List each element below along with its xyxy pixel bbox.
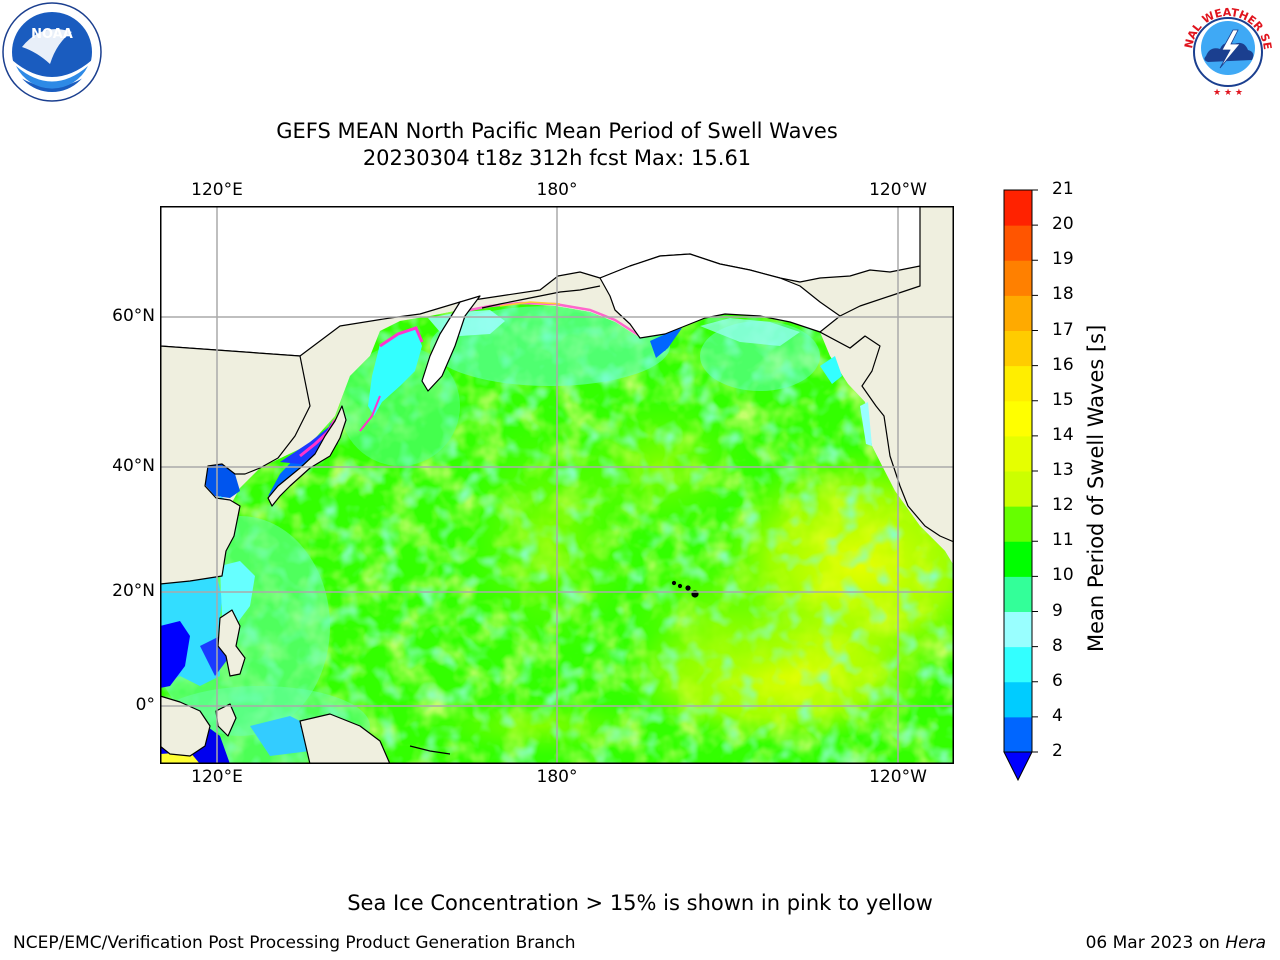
colorbar-swatch-2 xyxy=(1004,716,1032,753)
top-tick-180: 180° xyxy=(536,180,578,200)
colorbar-swatch-19 xyxy=(1004,225,1032,261)
colorbar-tick-label: 13 xyxy=(1052,460,1074,480)
noaa-logo: NOAA xyxy=(2,2,102,102)
new-guinea xyxy=(299,713,391,764)
colorbar-tick-label: 9 xyxy=(1052,600,1063,621)
footer-host: Hera xyxy=(1225,933,1266,953)
left-tick-20n: 20°N xyxy=(112,581,155,601)
colorbar-label: Mean Period of Swell Waves [s] xyxy=(1084,324,1108,652)
left-tick-60n: 60°N xyxy=(112,306,155,326)
colorbar-swatch-6 xyxy=(1004,646,1032,683)
colorbar-tick-label: 20 xyxy=(1052,214,1074,235)
colorbar-tick-label: 14 xyxy=(1052,424,1074,445)
noaa-logo-text: NOAA xyxy=(31,27,73,42)
colorbar-swatch-15 xyxy=(1004,365,1032,402)
japan xyxy=(267,405,347,507)
colorbar-swatch-17 xyxy=(1004,295,1032,331)
sea-of-okhotsk xyxy=(368,328,422,416)
colorbar-tick-label: 19 xyxy=(1052,249,1074,270)
north-america xyxy=(819,206,954,543)
colorbar-tick-label: 18 xyxy=(1052,284,1074,305)
indonesia xyxy=(160,695,211,757)
footer-left: NCEP/EMC/Verification Post Processing Pr… xyxy=(13,933,576,953)
kamchatka xyxy=(421,295,481,392)
colorbar-tick-label: 2 xyxy=(1052,741,1063,761)
colorbar-tick-label: 10 xyxy=(1052,565,1074,586)
bottom-tick-120w: 120°W xyxy=(869,767,927,787)
map-canvas xyxy=(160,206,954,764)
colorbar xyxy=(1000,186,1040,786)
colorbar-swatch-16 xyxy=(1004,330,1032,367)
philippines xyxy=(217,609,246,677)
footer-right: 06 Mar 2023 on Hera xyxy=(1086,933,1266,953)
sea-ice-note: Sea Ice Concentration > 15% is shown in … xyxy=(347,891,933,915)
colorbar-swatch-14 xyxy=(1004,400,1032,437)
colorbar-swatch-13 xyxy=(1004,435,1032,472)
east-china-sea xyxy=(200,464,240,498)
colorbar-tick-label: 11 xyxy=(1052,530,1074,551)
nws-logo: NATIONAL WEATHER SERVICE ★ ★ ★ xyxy=(1173,0,1278,102)
colorbar-tick-label: 12 xyxy=(1052,495,1074,516)
chart-title-line2: 20230304 t18z 312h fcst Max: 15.61 xyxy=(362,146,752,170)
east-asia-coast xyxy=(160,345,311,585)
colorbar-svg xyxy=(1003,189,1038,782)
bottom-tick-120e: 120°E xyxy=(191,767,243,787)
colorbar-swatch-10 xyxy=(1004,541,1032,577)
colorbar-ticks: 2 4 6 8 9 10 11 12 13 14 15 16 17 18 19 20 21 xyxy=(1052,0,1092,960)
svg-text:★ ★ ★: ★ ★ ★ xyxy=(1213,88,1243,98)
top-tick-120e: 120°E xyxy=(191,180,243,200)
colorbar-swatch-20 xyxy=(1004,190,1032,226)
colorbar-swatch-4 xyxy=(1004,681,1032,718)
left-tick-40n: 40°N xyxy=(112,456,155,476)
colorbar-swatch-8 xyxy=(1004,611,1032,648)
colorbar-tick-label: 4 xyxy=(1052,705,1063,726)
colorbar-tick-label: 15 xyxy=(1052,389,1074,410)
map-panel xyxy=(160,206,954,764)
graticule xyxy=(160,206,954,764)
top-tick-120w: 120°W xyxy=(869,180,927,200)
colorbar-swatch-12 xyxy=(1004,471,1032,507)
colorbar-tick-label: 21 xyxy=(1052,179,1074,199)
colorbar-swatch-11 xyxy=(1004,506,1032,542)
chart-title-line1: GEFS MEAN North Pacific Mean Period of S… xyxy=(276,119,838,143)
colorbar-swatch-18 xyxy=(1004,260,1032,296)
colorbar-tick-label: 17 xyxy=(1052,319,1074,340)
bottom-tick-180: 180° xyxy=(536,767,578,787)
colorbar-tick-label: 8 xyxy=(1052,635,1063,656)
left-tick-0: 0° xyxy=(135,695,155,715)
colorbar-tick-label: 6 xyxy=(1052,670,1063,691)
footer-date: 06 Mar 2023 on xyxy=(1085,933,1226,953)
colorbar-extend-under xyxy=(1003,751,1033,782)
colorbar-swatch-9 xyxy=(1004,576,1032,612)
colorbar-tick-label: 16 xyxy=(1052,354,1074,375)
